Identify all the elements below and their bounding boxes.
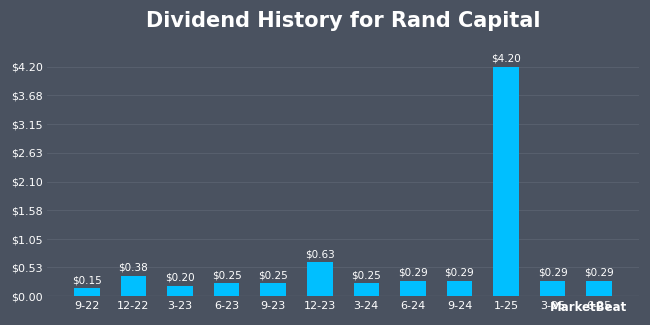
Bar xyxy=(121,276,146,296)
Bar xyxy=(74,288,99,296)
Text: $0.29: $0.29 xyxy=(445,268,474,278)
Text: $0.20: $0.20 xyxy=(165,273,195,283)
Text: $0.15: $0.15 xyxy=(72,276,102,286)
Text: $0.29: $0.29 xyxy=(584,268,614,278)
Title: Dividend History for Rand Capital: Dividend History for Rand Capital xyxy=(146,11,540,31)
Bar xyxy=(447,280,473,296)
Text: $0.25: $0.25 xyxy=(258,270,288,280)
Bar xyxy=(307,262,333,296)
Bar xyxy=(540,280,566,296)
Text: $0.63: $0.63 xyxy=(305,249,335,259)
Bar xyxy=(214,283,239,296)
Text: $4.20: $4.20 xyxy=(491,54,521,64)
Bar xyxy=(354,283,379,296)
Text: $0.25: $0.25 xyxy=(212,270,241,280)
Bar xyxy=(586,280,612,296)
Text: $0.29: $0.29 xyxy=(538,268,567,278)
Text: $0.25: $0.25 xyxy=(352,270,381,280)
Text: $0.38: $0.38 xyxy=(118,263,148,273)
Bar xyxy=(400,280,426,296)
Text: $0.29: $0.29 xyxy=(398,268,428,278)
Bar xyxy=(493,67,519,296)
Bar xyxy=(261,283,286,296)
Text: MarketBeat: MarketBeat xyxy=(550,301,627,314)
Bar xyxy=(167,286,193,296)
